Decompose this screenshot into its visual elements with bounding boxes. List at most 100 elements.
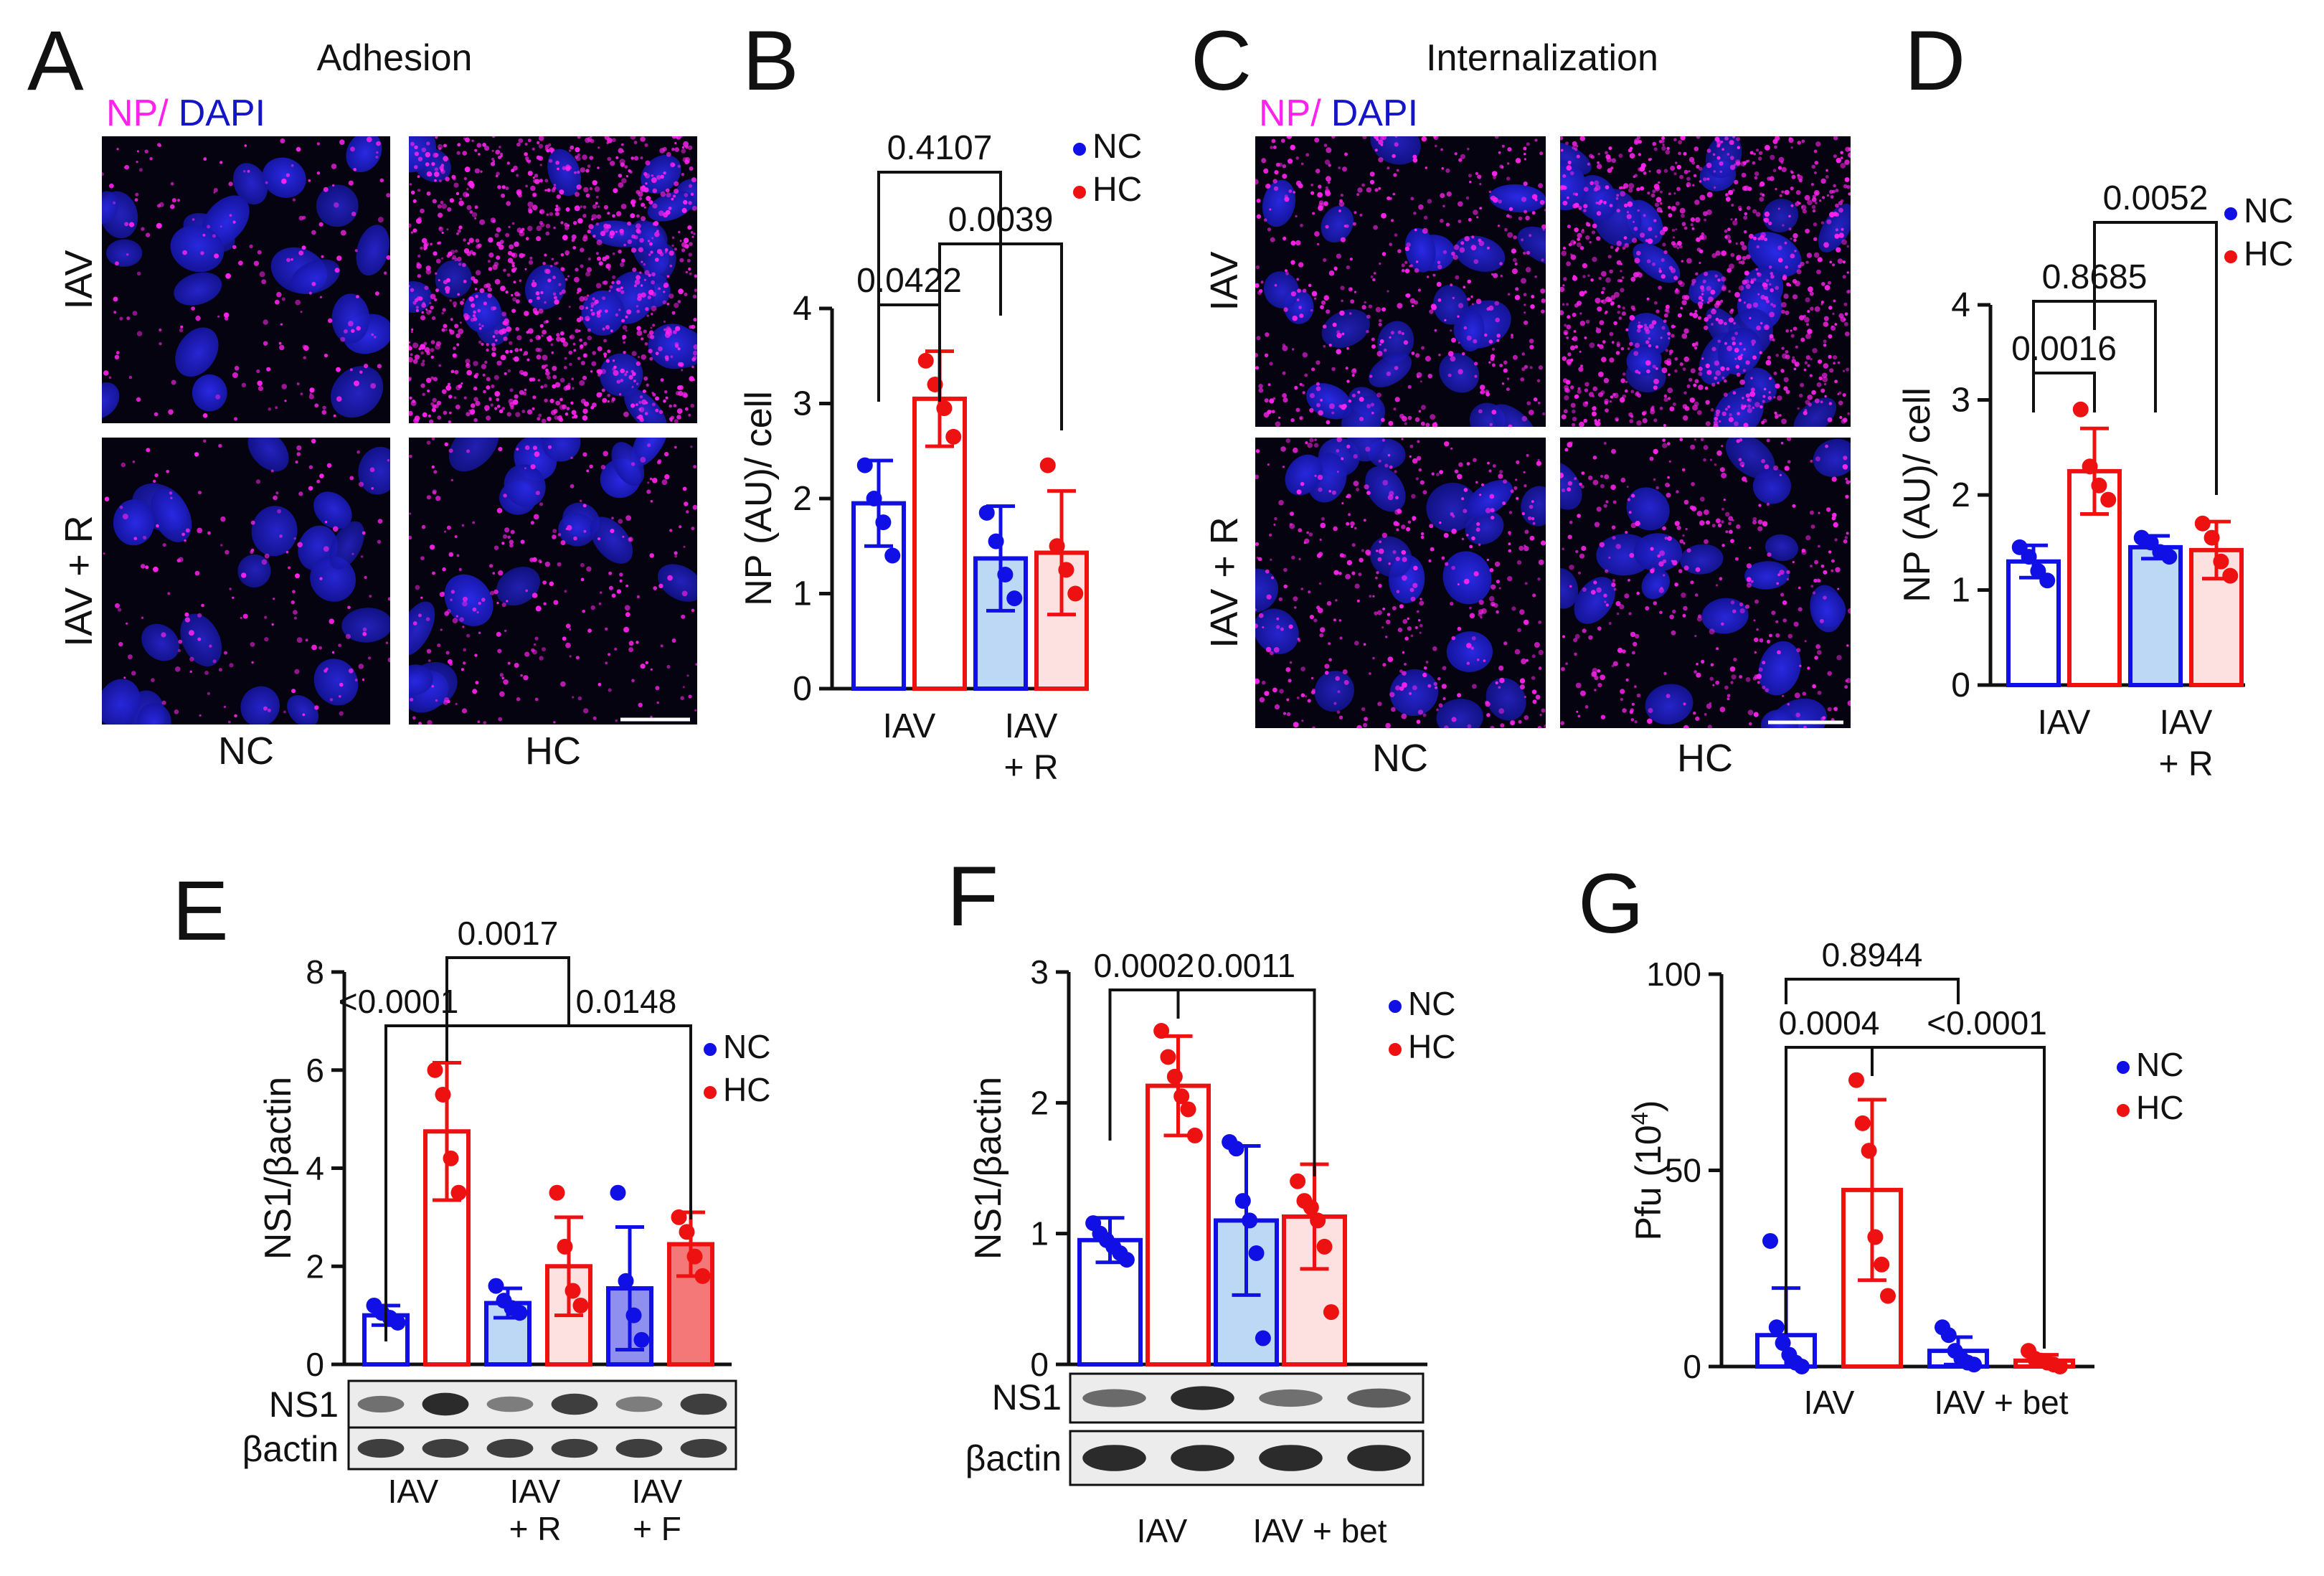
np-signal	[1598, 372, 1604, 377]
np-signal	[1494, 301, 1500, 306]
np-signal	[636, 403, 638, 406]
np-signal	[319, 473, 324, 478]
np-signal	[622, 337, 625, 340]
np-signal	[1844, 312, 1848, 316]
np-signal	[492, 572, 496, 575]
np-signal	[1323, 201, 1328, 207]
np-signal	[271, 623, 274, 626]
np-signal	[1785, 350, 1789, 354]
np-signal	[1471, 303, 1474, 306]
np-signal	[124, 164, 130, 170]
np-signal	[1364, 484, 1369, 490]
np-signal	[1683, 605, 1688, 611]
np-signal	[448, 329, 452, 332]
np-signal	[1797, 141, 1801, 145]
np-signal	[119, 316, 123, 321]
np-signal	[1352, 222, 1356, 226]
np-signal	[1608, 556, 1611, 560]
np-signal	[379, 178, 384, 183]
np-signal	[1721, 286, 1727, 291]
np-signal	[1666, 310, 1670, 314]
np-signal	[1304, 373, 1308, 377]
np-signal	[1610, 245, 1614, 250]
np-signal	[409, 410, 413, 416]
np-signal	[451, 257, 455, 260]
np-signal	[1823, 570, 1828, 575]
np-signal	[632, 268, 637, 273]
np-signal	[1732, 341, 1736, 346]
np-signal	[1323, 143, 1328, 148]
np-signal	[1451, 636, 1456, 641]
np-signal	[1629, 315, 1635, 321]
np-signal	[631, 679, 635, 683]
np-signal	[1625, 328, 1629, 331]
np-signal	[582, 415, 588, 421]
np-signal	[1690, 217, 1696, 222]
np-signal	[286, 258, 290, 263]
np-signal	[496, 508, 503, 514]
np-signal	[522, 391, 527, 396]
np-signal	[302, 713, 306, 717]
np-signal	[1475, 171, 1479, 176]
np-signal	[1457, 473, 1463, 480]
np-signal	[1430, 547, 1435, 552]
np-signal	[1671, 324, 1676, 329]
np-signal	[1499, 470, 1503, 474]
np-signal	[1704, 386, 1709, 390]
np-signal	[1833, 362, 1836, 365]
np-signal	[1636, 271, 1640, 275]
np-signal	[1524, 158, 1526, 161]
np-signal	[572, 387, 575, 390]
np-signal	[1636, 328, 1641, 333]
np-signal	[1582, 275, 1586, 278]
np-signal	[587, 164, 591, 168]
data-point	[625, 1307, 642, 1323]
np-signal	[1463, 578, 1470, 585]
np-signal	[1590, 590, 1596, 595]
np-signal	[1440, 219, 1444, 223]
np-signal	[1661, 326, 1666, 330]
nucleus-dapi	[170, 225, 225, 273]
np-signal	[1683, 226, 1688, 230]
np-signal	[1436, 708, 1439, 712]
np-signal	[1468, 217, 1472, 222]
np-signal	[1765, 299, 1770, 303]
np-signal	[1461, 537, 1465, 541]
np-signal	[184, 612, 189, 617]
np-signal	[437, 643, 441, 648]
np-signal	[1645, 329, 1650, 334]
np-signal	[296, 146, 301, 152]
np-signal	[1698, 296, 1703, 301]
np-signal	[1564, 387, 1569, 392]
np-signal	[1636, 250, 1641, 256]
np-signal	[435, 136, 438, 139]
np-signal	[1750, 580, 1754, 583]
np-signal	[1758, 504, 1762, 507]
np-signal	[1317, 192, 1323, 198]
legend-label-nc: NC	[1092, 128, 1142, 166]
np-signal	[1752, 161, 1756, 165]
np-signal	[292, 198, 296, 202]
legend-marker-nc	[1389, 1000, 1402, 1013]
np-signal	[1814, 161, 1819, 165]
np-signal	[1635, 392, 1639, 397]
np-signal	[1662, 143, 1665, 146]
np-signal	[432, 571, 435, 575]
np-signal	[1309, 392, 1315, 399]
np-signal	[420, 315, 426, 321]
nucleus-dapi	[113, 499, 155, 546]
np-signal	[1414, 268, 1420, 273]
np-signal	[666, 275, 670, 278]
np-signal	[1301, 719, 1304, 722]
np-signal	[1812, 348, 1818, 354]
np-signal	[368, 656, 372, 660]
nucleus-dapi	[496, 567, 540, 606]
np-signal	[1816, 382, 1822, 387]
np-signal	[619, 579, 623, 583]
np-signal	[1668, 205, 1671, 209]
np-signal	[1595, 420, 1601, 427]
np-signal	[532, 280, 535, 282]
np-signal	[387, 459, 390, 462]
np-signal	[1264, 398, 1269, 403]
np-signal	[1662, 443, 1668, 448]
